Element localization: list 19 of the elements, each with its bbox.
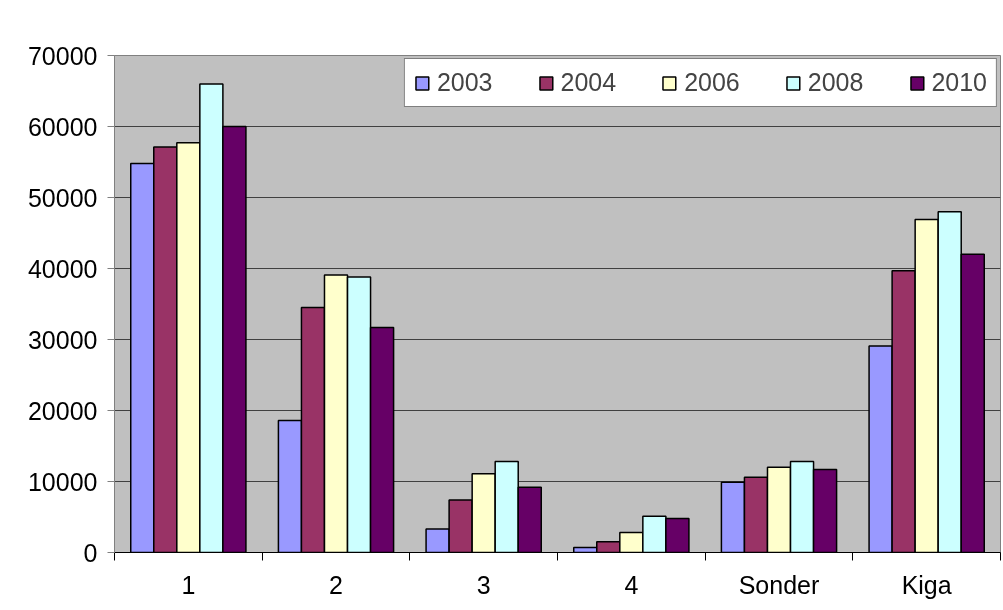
legend-label: 2003 bbox=[436, 68, 493, 97]
x-tick-label: 1 bbox=[181, 570, 196, 599]
y-tick-label: 10000 bbox=[27, 467, 98, 496]
y-tick-label: 70000 bbox=[27, 41, 98, 70]
x-tick-label: Sonder bbox=[738, 570, 820, 599]
x-tick-label: 3 bbox=[476, 570, 491, 599]
y-tick-label: 0 bbox=[83, 538, 98, 567]
y-tick-label: 50000 bbox=[27, 183, 98, 212]
legend-label: 2004 bbox=[560, 68, 617, 97]
y-tick-label: 60000 bbox=[27, 112, 98, 141]
legend-label: 2008 bbox=[807, 68, 864, 97]
legend-label: 2010 bbox=[931, 68, 987, 97]
x-tick-label: 4 bbox=[624, 570, 639, 599]
x-tick-label: 2 bbox=[329, 570, 343, 599]
y-tick-label: 40000 bbox=[27, 254, 98, 283]
y-tick-label: 20000 bbox=[27, 396, 98, 425]
legend-label: 2006 bbox=[684, 68, 740, 97]
x-tick-label: Kiga bbox=[901, 570, 952, 599]
y-tick-label: 30000 bbox=[27, 325, 98, 354]
